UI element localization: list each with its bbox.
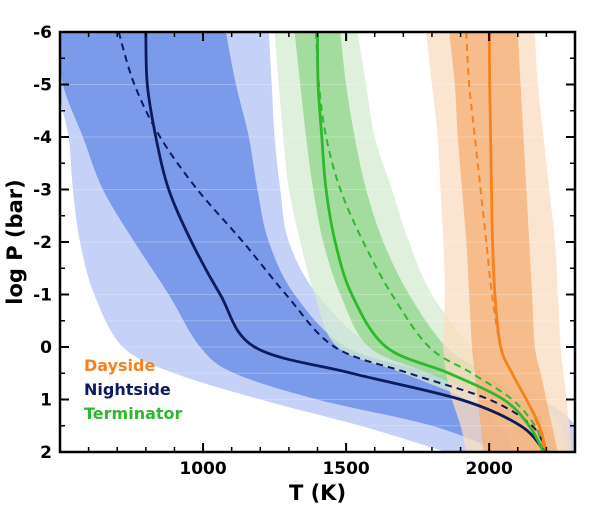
terminator-median-profile xyxy=(316,32,545,452)
y-tick-label: -5 xyxy=(33,76,52,96)
nightside-inner-band xyxy=(60,32,555,452)
y-tick-label: -1 xyxy=(33,286,52,306)
nightside-dashed-profile xyxy=(117,32,548,452)
plot-area xyxy=(60,32,575,452)
x-tick-label: 2000 xyxy=(466,459,513,479)
y-tick-label: 2 xyxy=(40,443,52,463)
y-axis-title: log P (bar) xyxy=(3,179,27,304)
y-tick-label: -3 xyxy=(33,181,52,201)
x-tick-label: 1500 xyxy=(322,459,369,479)
x-axis-title: T (K) xyxy=(289,481,346,505)
nightside-median-profile xyxy=(144,32,547,452)
axis-ticks: -6 -5 -4 -3 -2 -1 0 1 2 1000 1500 2000 xyxy=(33,23,576,479)
y-tick-label: -6 xyxy=(33,23,52,43)
y-tick-label: -4 xyxy=(33,128,52,148)
x-tick-label: 1000 xyxy=(179,459,226,479)
uncertainty-bands xyxy=(60,32,575,452)
legend-dayside: Dayside xyxy=(84,356,155,375)
dayside-median-profile xyxy=(487,32,548,452)
terminator-dashed-profile xyxy=(315,32,546,452)
dayside-inner-band xyxy=(449,32,558,452)
y-tick-label: 0 xyxy=(40,338,52,358)
grid-lines xyxy=(60,32,575,452)
profile-lines xyxy=(117,32,548,452)
legend-terminator: Terminator xyxy=(84,404,183,423)
y-tick-label: -2 xyxy=(33,233,52,253)
legend: Dayside Nightside Terminator xyxy=(84,356,183,423)
y-tick-label: 1 xyxy=(40,391,52,411)
legend-nightside: Nightside xyxy=(84,380,171,399)
